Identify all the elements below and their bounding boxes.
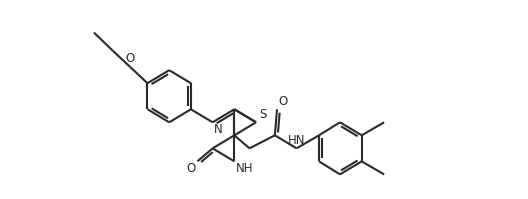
Text: NH: NH <box>235 162 253 176</box>
Text: O: O <box>186 162 195 176</box>
Text: O: O <box>279 95 288 108</box>
Text: O: O <box>126 53 135 65</box>
Text: N: N <box>214 123 222 136</box>
Text: S: S <box>259 108 266 121</box>
Text: HN: HN <box>288 134 305 146</box>
